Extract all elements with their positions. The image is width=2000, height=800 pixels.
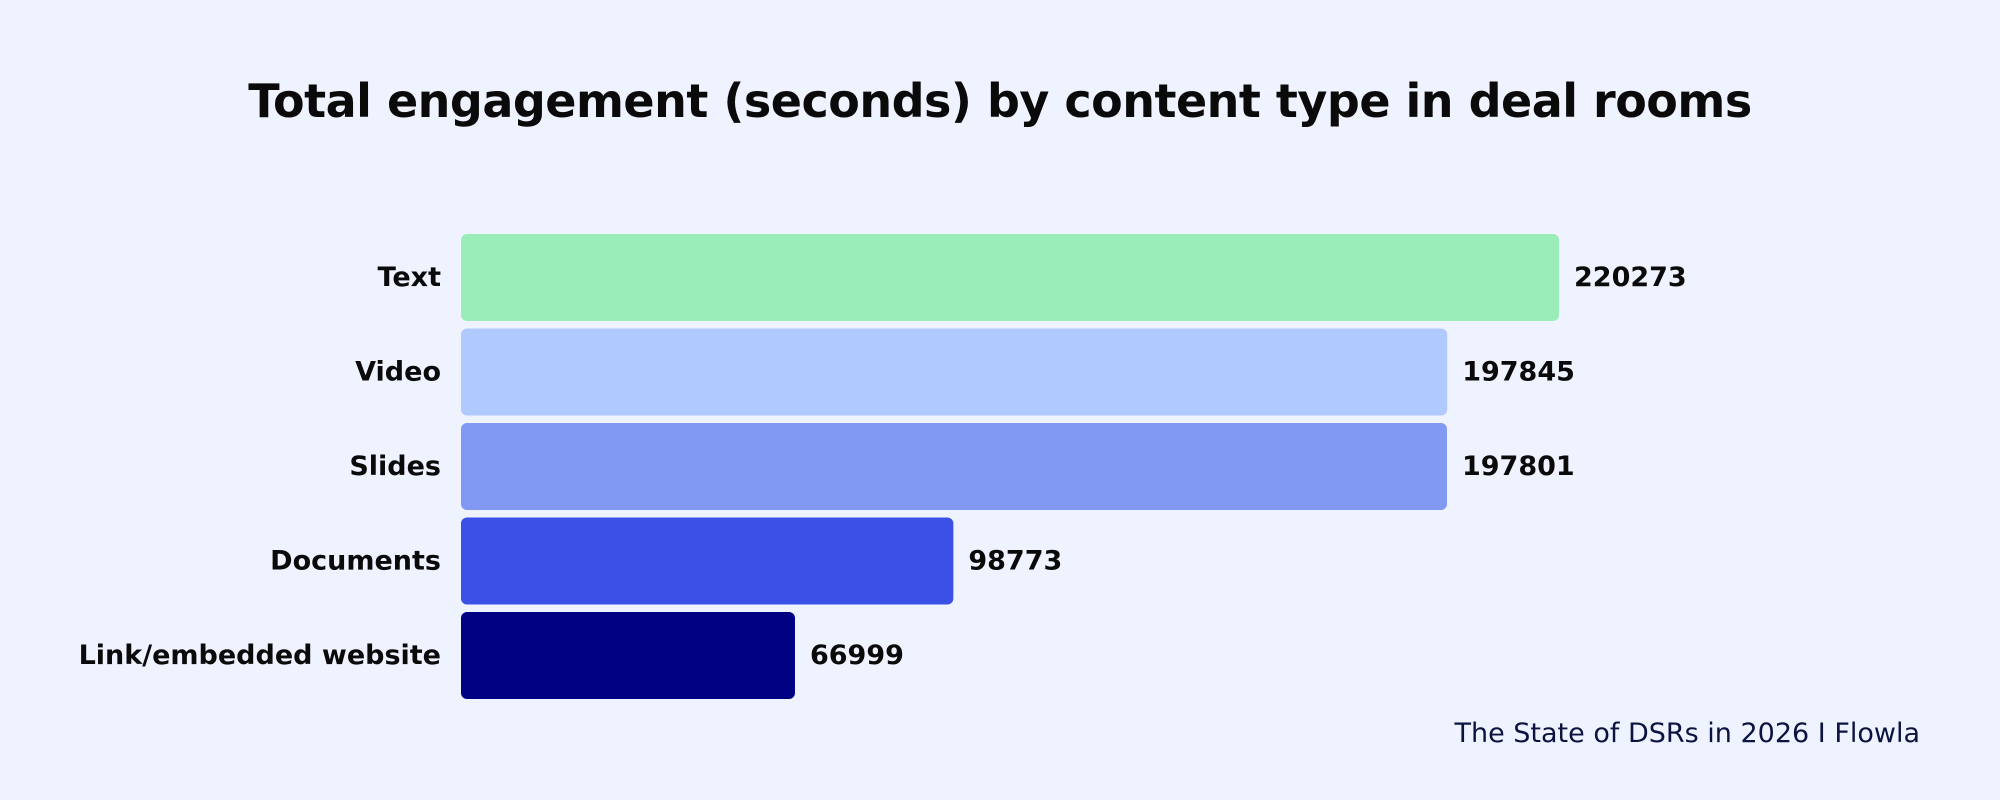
category-label: Link/embedded website bbox=[79, 640, 441, 671]
value-label: 197845 bbox=[1462, 357, 1575, 388]
value-label: 98773 bbox=[968, 546, 1062, 577]
category-label: Slides bbox=[349, 451, 441, 482]
bar-documents bbox=[461, 517, 954, 605]
bar-slides bbox=[461, 423, 1447, 510]
bar-text bbox=[461, 234, 1559, 321]
category-label: Text bbox=[378, 262, 442, 293]
source-note: The State of DSRs in 2026 I Flowla bbox=[1454, 718, 1920, 749]
category-label: Video bbox=[355, 357, 441, 388]
value-label: 220273 bbox=[1574, 262, 1687, 293]
bar-video bbox=[461, 328, 1448, 416]
chart-title: Total engagement (seconds) by content ty… bbox=[248, 74, 1752, 128]
value-label: 66999 bbox=[810, 640, 904, 671]
bar-link-embedded-website bbox=[461, 612, 795, 699]
value-label: 197801 bbox=[1462, 451, 1575, 482]
category-label: Documents bbox=[270, 546, 441, 577]
